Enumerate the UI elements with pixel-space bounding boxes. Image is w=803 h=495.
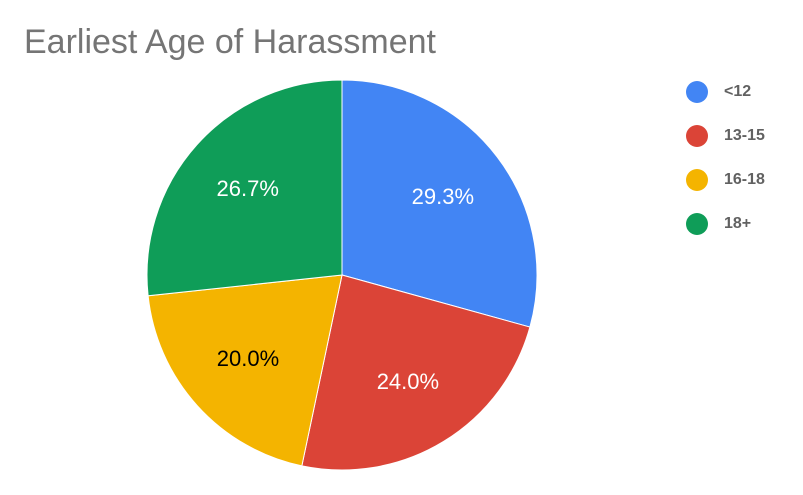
pie-slice xyxy=(147,274,343,467)
pie-slice xyxy=(146,79,343,297)
legend-label: 16-18 xyxy=(724,171,765,188)
data-label: 24.0% xyxy=(377,369,439,394)
legend-marker xyxy=(686,169,708,191)
legend-label: 18+ xyxy=(724,215,751,232)
legend-marker xyxy=(686,125,708,147)
legend-label: 13-15 xyxy=(724,127,765,144)
legend-marker xyxy=(686,81,708,103)
data-label: 26.7% xyxy=(217,176,279,201)
data-label: 29.3% xyxy=(412,184,474,209)
legend-marker xyxy=(686,213,708,235)
chart-title: Earliest Age of Harassment xyxy=(24,23,437,61)
legend-label: <12 xyxy=(724,83,751,100)
data-label: 20.0% xyxy=(217,346,279,371)
pie-slice xyxy=(301,274,531,471)
pie-slice xyxy=(341,79,538,328)
